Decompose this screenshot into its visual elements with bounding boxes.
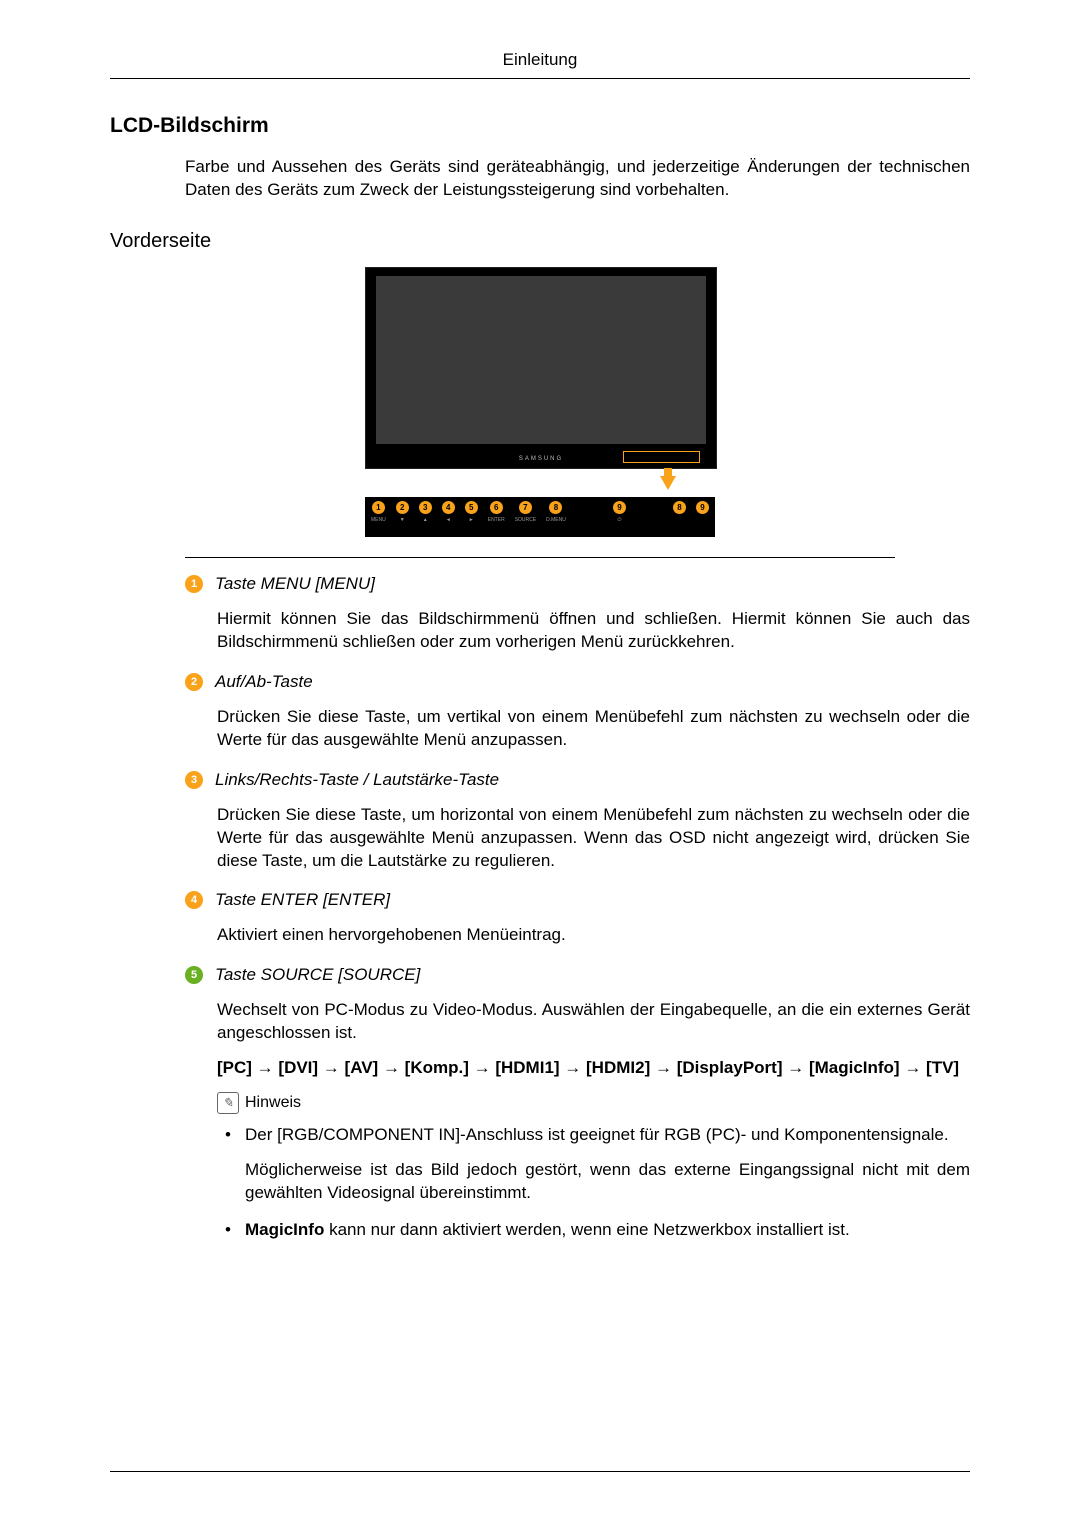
product-illustration: SAMSUNG 1MENU 2▼ 3▲ 4◄ 5► 6ENTER 7SOURCE… — [110, 267, 970, 537]
heading-front: Vorderseite — [110, 230, 970, 253]
feature-body-3: Drücken Sie diese Taste, um horizontal v… — [217, 804, 970, 873]
feature-item-4: 4 Taste ENTER [ENTER] Aktiviert einen he… — [185, 890, 970, 947]
badge-5: 5 — [185, 966, 203, 984]
feature-list: 1 Taste MENU [MENU] Hiermit können Sie d… — [185, 574, 970, 1242]
feature-item-1: 1 Taste MENU [MENU] Hiermit können Sie d… — [185, 574, 970, 654]
page-header: Einleitung — [110, 50, 970, 79]
feature-item-5: 5 Taste SOURCE [SOURCE] Wechselt von PC-… — [185, 965, 970, 1242]
note-bullet-1-sub: Möglicherweise ist das Bild jedoch gestö… — [245, 1159, 970, 1205]
feature-title-3: Links/Rechts-Taste / Lautstärke-Taste — [215, 770, 499, 790]
feature-body-5: Wechselt von PC-Modus zu Video-Modus. Au… — [217, 999, 970, 1045]
intro-paragraph: Farbe und Aussehen des Geräts sind gerät… — [185, 156, 970, 202]
badge-3: 3 — [185, 771, 203, 789]
footer-rule — [110, 1471, 970, 1472]
note-bullet-2: MagicInfo kann nur dann aktiviert werden… — [217, 1219, 970, 1242]
button-panel-graphic: 1MENU 2▼ 3▲ 4◄ 5► 6ENTER 7SOURCE 8D.MENU… — [365, 497, 715, 537]
badge-4: 4 — [185, 891, 203, 909]
note-label: Hinweis — [245, 1092, 301, 1114]
note-bullets: Der [RGB/COMPONENT IN]-Anschluss ist gee… — [217, 1124, 970, 1242]
section-divider — [185, 557, 895, 558]
feature-body-1: Hiermit können Sie das Bildschirmmenü öf… — [217, 608, 970, 654]
feature-title-5: Taste SOURCE [SOURCE] — [215, 965, 420, 985]
feature-title-4: Taste ENTER [ENTER] — [215, 890, 390, 910]
feature-body-4: Aktiviert einen hervorgehobenen Menüeint… — [217, 924, 970, 947]
feature-item-2: 2 Auf/Ab-Taste Drücken Sie diese Taste, … — [185, 672, 970, 752]
feature-body-2: Drücken Sie diese Taste, um vertikal von… — [217, 706, 970, 752]
note-bullet-1: Der [RGB/COMPONENT IN]-Anschluss ist gee… — [217, 1124, 970, 1205]
badge-2: 2 — [185, 673, 203, 691]
display-graphic: SAMSUNG — [365, 267, 717, 469]
note-icon: ✎ — [217, 1092, 239, 1114]
source-chain: [PC] → [DVI] → [AV] → [Komp.] → [HDMI1] … — [217, 1057, 970, 1080]
feature-title-1: Taste MENU [MENU] — [215, 574, 375, 594]
heading-lcd: LCD-Bildschirm — [110, 114, 970, 138]
feature-title-2: Auf/Ab-Taste — [215, 672, 313, 692]
badge-1: 1 — [185, 575, 203, 593]
feature-item-3: 3 Links/Rechts-Taste / Lautstärke-Taste … — [185, 770, 970, 873]
